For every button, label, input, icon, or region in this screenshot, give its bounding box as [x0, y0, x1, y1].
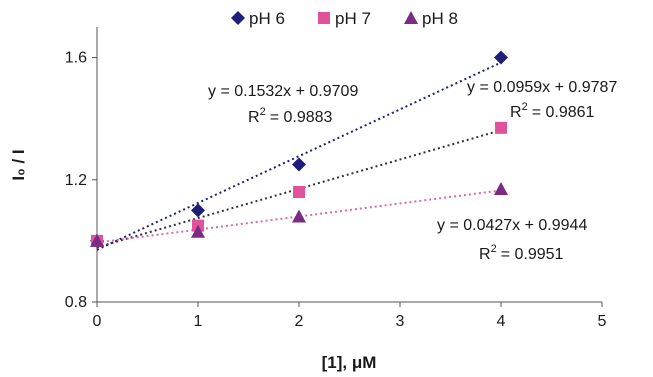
point-0-2: [292, 157, 306, 172]
r2-label-ph7: R: [510, 104, 522, 121]
x-tick-label-0: 0: [93, 313, 102, 330]
legend-label-ph6: pH 6: [249, 9, 285, 28]
fit-line-0: [96, 61, 502, 251]
r2-ph8: R2 = 0.9951: [479, 243, 564, 263]
point-1-2: [293, 186, 305, 198]
y-tick-label-2: 1.6: [65, 50, 87, 67]
r2-sup-ph7: 2: [522, 101, 528, 113]
point-2-3: [494, 181, 508, 195]
equation-ph8: y = 0.0427x + 0.9944: [437, 217, 587, 234]
legend-marker-ph7: [318, 12, 330, 24]
r2-sup-ph8: 2: [491, 243, 497, 255]
r2-label-ph6: R: [248, 109, 260, 126]
equation-ph6: y = 0.1532x + 0.9709: [208, 83, 358, 100]
equation-ph7: y = 0.0959x + 0.9787: [467, 79, 617, 96]
r2-value-ph6: = 0.9883: [270, 109, 333, 126]
legend-marker-ph8: [404, 11, 418, 24]
point-0-1: [191, 203, 205, 218]
legend-label-ph8: pH 8: [422, 9, 458, 28]
r2-ph7: R2 = 0.9861: [510, 101, 595, 121]
legend-marker-ph6: [231, 11, 245, 25]
x-tick-label-5: 5: [598, 313, 607, 330]
legend: pH 6 pH 7 pH 8: [231, 9, 458, 28]
y-axis-title: I₀ / I: [9, 149, 28, 180]
legend-item-ph6: pH 6: [231, 9, 285, 28]
ticks: 0 1 2 3 4 5 0.8 1.2 1.6: [65, 50, 607, 330]
r2-label-ph8: R: [479, 246, 491, 263]
data-points: [90, 50, 508, 248]
x-tick-label-3: 3: [396, 313, 405, 330]
point-2-1: [191, 224, 205, 238]
x-tick-label-1: 1: [194, 313, 203, 330]
point-0-3: [494, 50, 508, 65]
legend-label-ph7: pH 7: [335, 9, 371, 28]
legend-item-ph8: pH 8: [404, 9, 458, 28]
r2-value-ph7: = 0.9861: [532, 104, 595, 121]
point-2-0: [90, 233, 104, 247]
r2-ph6: R2 = 0.9883: [248, 106, 333, 126]
y-tick-label-1: 1.2: [65, 172, 87, 189]
legend-item-ph7: pH 7: [318, 9, 371, 28]
r2-sup-ph6: 2: [260, 106, 266, 118]
r2-value-ph8: = 0.9951: [501, 246, 564, 263]
x-tick-label-4: 4: [497, 313, 506, 330]
point-2-2: [292, 209, 306, 223]
x-axis-title: [1], μM: [322, 353, 377, 372]
x-tick-label-2: 2: [295, 313, 304, 330]
annotations: y = 0.1532x + 0.9709 R2 = 0.9883 y = 0.09…: [208, 79, 617, 263]
y-tick-label-0: 0.8: [65, 294, 87, 311]
point-1-3: [495, 121, 507, 134]
axes: [1], μM I₀ / I: [9, 27, 602, 372]
